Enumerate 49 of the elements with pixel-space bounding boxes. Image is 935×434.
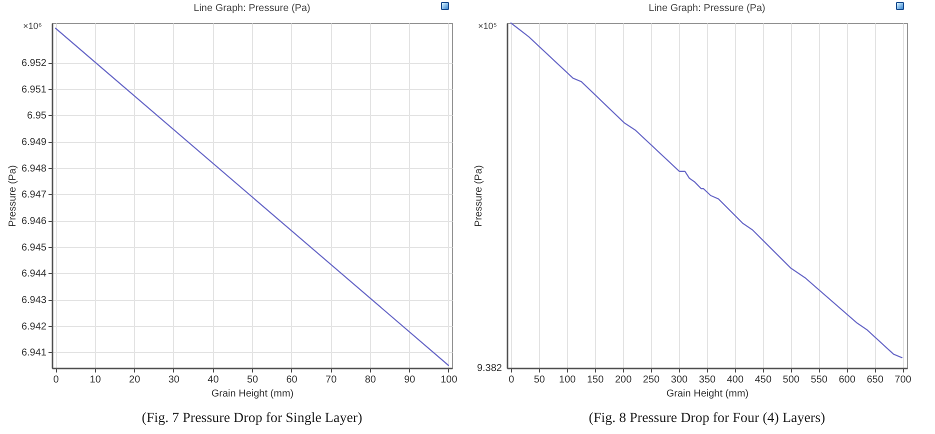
text: ×10⁵ [478, 21, 498, 31]
y-axis-title: Pressure (Pa) [474, 165, 484, 227]
x-tick-label: 100 [559, 374, 576, 386]
x-tick-label: 650 [866, 374, 884, 386]
x-axis-title: Grain Height (mm) [666, 388, 749, 400]
x-tick-label: 100 [440, 374, 458, 386]
y-tick-label: 6.943 [21, 295, 47, 306]
x-tick-label: 10 [90, 374, 102, 386]
x-tick-label: 0 [508, 374, 515, 386]
text: (Fig. 7 Pressure Drop for Single Layer) [142, 411, 363, 426]
x-tick-label: 400 [726, 374, 744, 386]
y-tick-label: 6.945 [21, 242, 47, 254]
x-tick-label: 200 [614, 374, 632, 386]
y-tick-label: 6.948 [21, 163, 47, 174]
x-tick-label: 150 [586, 374, 604, 386]
x-tick-label: 90 [404, 374, 416, 386]
x-tick-label: 0 [53, 374, 60, 386]
y-tick-label: 6.951 [21, 84, 47, 96]
x-tick-label: 50 [534, 374, 546, 386]
x-tick-label: 500 [782, 374, 800, 386]
text: 9.382 [476, 363, 502, 374]
y-tick-label: 6.949 [21, 137, 47, 148]
y-tick-label: 6.95 [27, 110, 47, 122]
x-tick-label: 350 [698, 374, 716, 386]
x-tick-label: 70 [326, 374, 338, 386]
y-tick-label: 6.941 [21, 348, 47, 359]
x-tick-label: 700 [894, 374, 912, 386]
x-tick-label: 80 [364, 374, 376, 386]
y-tick-label: 6.946 [21, 216, 47, 228]
y-tick-label: 6.952 [21, 58, 47, 70]
x-axis-title: Grain Height (mm) [211, 388, 294, 400]
x-tick-label: 250 [642, 374, 660, 386]
x-tick-label: 60 [286, 374, 298, 386]
x-tick-label: 600 [838, 374, 856, 386]
y-tick-label: 6.944 [21, 268, 47, 280]
x-tick-label: 300 [670, 374, 688, 386]
y-tick-label: 6.947 [21, 190, 47, 201]
chart-title: Line Graph: Pressure (Pa) [194, 3, 310, 14]
text: (Fig. 8 Pressure Drop for Four (4) Layers) [588, 411, 826, 426]
x-tick-label: 550 [810, 374, 828, 386]
x-tick-label: 50 [246, 374, 258, 386]
x-tick-label: 450 [754, 374, 772, 386]
y-tick-label: 6.942 [21, 321, 47, 332]
x-tick-label: 20 [129, 374, 141, 386]
chart-title: Line Graph: Pressure (Pa) [648, 3, 766, 14]
y-axis-title: Pressure (Pa) [7, 165, 18, 227]
x-tick-label: 40 [208, 374, 220, 386]
text: ×10⁶ [23, 21, 42, 31]
x-tick-label: 30 [168, 374, 180, 386]
